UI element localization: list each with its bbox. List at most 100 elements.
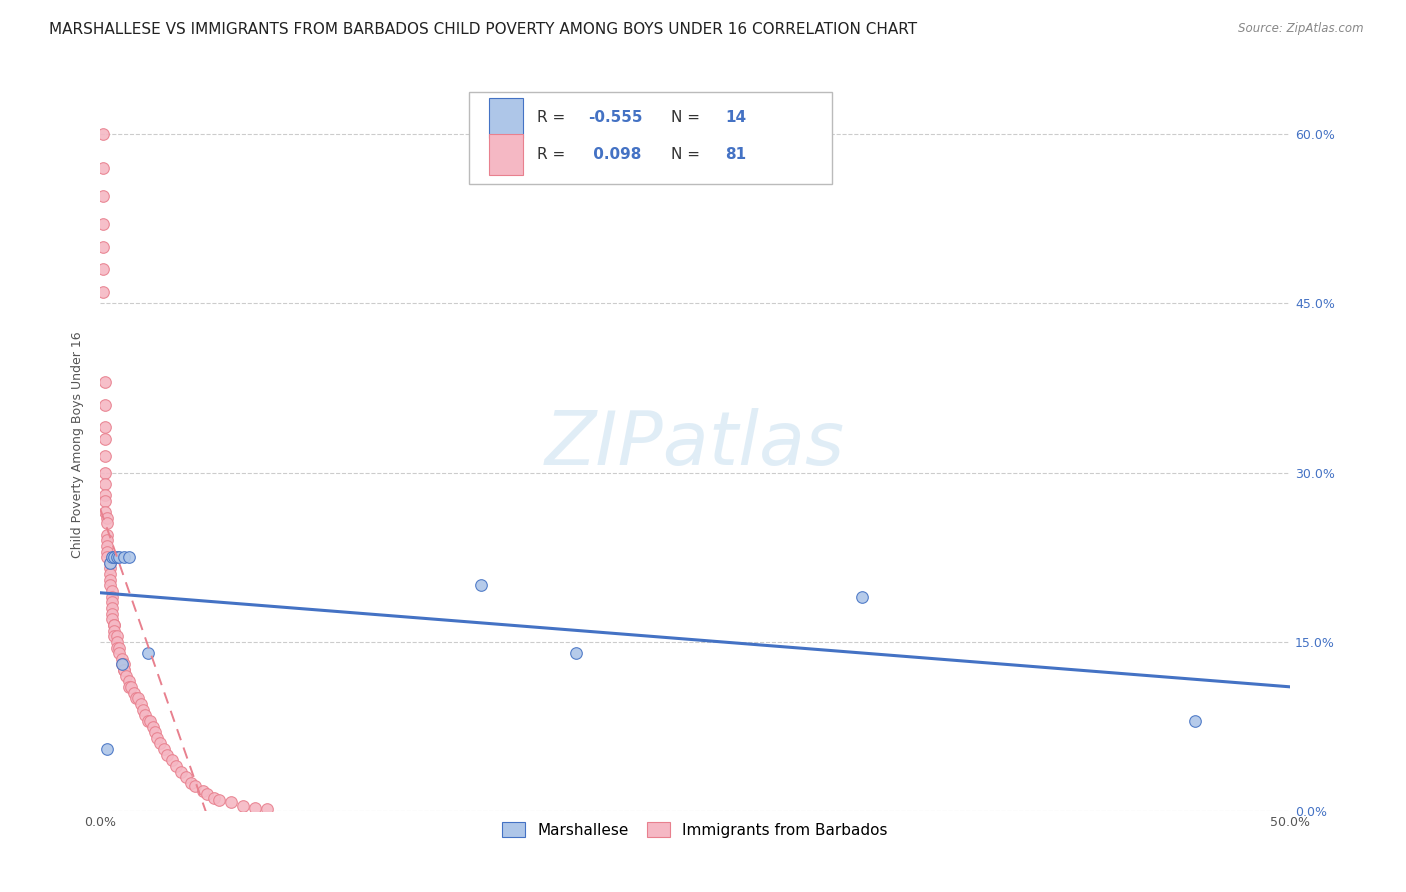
Point <box>96 527 118 541</box>
Point <box>112 657 135 672</box>
Point <box>204 790 226 805</box>
Point <box>184 780 207 794</box>
FancyBboxPatch shape <box>489 135 523 175</box>
Point <box>112 663 135 677</box>
Text: N =: N = <box>671 147 706 162</box>
Point <box>125 691 148 706</box>
Point <box>112 550 135 565</box>
Point <box>101 607 124 621</box>
Point <box>118 674 141 689</box>
Point <box>256 802 278 816</box>
Point <box>120 680 142 694</box>
Text: ZIPatlas: ZIPatlas <box>546 409 845 480</box>
Point <box>156 747 179 762</box>
Point <box>118 550 141 565</box>
Text: -0.555: -0.555 <box>588 111 643 125</box>
Point <box>91 127 114 141</box>
Point <box>96 516 118 531</box>
Point <box>143 725 166 739</box>
FancyBboxPatch shape <box>470 92 832 184</box>
Point <box>208 793 231 807</box>
Point <box>103 629 125 643</box>
Point <box>136 646 159 660</box>
Point <box>134 708 156 723</box>
Point <box>103 618 125 632</box>
Point <box>180 776 202 790</box>
Point <box>96 533 118 548</box>
Point <box>851 590 873 604</box>
Point <box>165 759 187 773</box>
Point <box>96 510 118 524</box>
Point <box>94 466 117 480</box>
Point <box>98 578 121 592</box>
Point <box>191 784 214 798</box>
Point <box>96 539 118 553</box>
Point <box>101 595 124 609</box>
Point <box>136 714 159 728</box>
Point <box>174 770 197 784</box>
Point <box>160 753 183 767</box>
Point <box>98 573 121 587</box>
Point <box>94 493 117 508</box>
Point <box>94 420 117 434</box>
Point <box>470 578 492 592</box>
Point <box>91 240 114 254</box>
Point <box>94 376 117 390</box>
Point <box>98 556 121 570</box>
Point <box>101 590 124 604</box>
Point <box>105 640 128 655</box>
Point <box>103 550 125 565</box>
Point <box>91 285 114 299</box>
Point <box>94 449 117 463</box>
Point <box>170 764 193 779</box>
Point <box>94 398 117 412</box>
Point <box>103 618 125 632</box>
Point <box>96 544 118 558</box>
Text: R =: R = <box>537 111 569 125</box>
Point <box>127 691 149 706</box>
Point <box>94 488 117 502</box>
Point <box>565 646 588 660</box>
Point <box>139 714 162 728</box>
Point <box>132 703 155 717</box>
Point <box>98 561 121 575</box>
Point <box>105 635 128 649</box>
Point <box>101 584 124 599</box>
Point <box>91 262 114 277</box>
Text: N =: N = <box>671 111 706 125</box>
Point <box>219 795 242 809</box>
Point <box>101 550 124 565</box>
Point <box>111 657 134 672</box>
Point <box>111 657 134 672</box>
Point <box>153 742 176 756</box>
Point <box>96 742 118 756</box>
Point <box>91 217 114 231</box>
Point <box>96 550 118 565</box>
Point <box>112 663 135 677</box>
Point <box>142 719 165 733</box>
Point <box>115 669 138 683</box>
Point <box>103 624 125 638</box>
Point <box>149 736 172 750</box>
Text: 81: 81 <box>725 147 747 162</box>
Text: Source: ZipAtlas.com: Source: ZipAtlas.com <box>1239 22 1364 36</box>
Point <box>195 787 218 801</box>
Text: MARSHALLESE VS IMMIGRANTS FROM BARBADOS CHILD POVERTY AMONG BOYS UNDER 16 CORREL: MARSHALLESE VS IMMIGRANTS FROM BARBADOS … <box>49 22 917 37</box>
Point <box>105 629 128 643</box>
Point <box>94 505 117 519</box>
Y-axis label: Child Poverty Among Boys Under 16: Child Poverty Among Boys Under 16 <box>72 331 84 558</box>
Point <box>105 550 128 565</box>
Point <box>98 556 121 570</box>
Legend: Marshallese, Immigrants from Barbados: Marshallese, Immigrants from Barbados <box>496 815 894 844</box>
Text: 0.098: 0.098 <box>588 147 641 162</box>
Point <box>129 697 152 711</box>
Point <box>91 161 114 175</box>
Point <box>91 189 114 203</box>
Point <box>111 652 134 666</box>
Point <box>118 680 141 694</box>
Point <box>98 567 121 582</box>
Point <box>243 801 266 815</box>
Point <box>232 798 254 813</box>
Point <box>108 550 131 565</box>
Point <box>146 731 169 745</box>
